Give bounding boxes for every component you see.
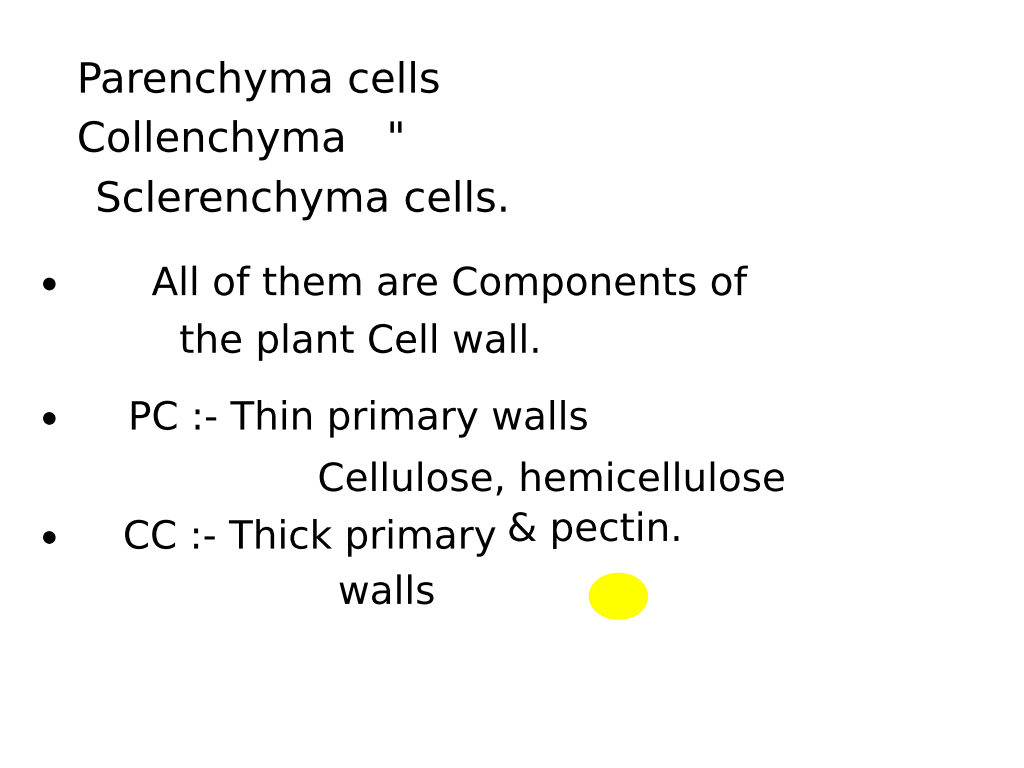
Text: Parenchyma cells: Parenchyma cells [77,60,440,101]
Text: Cellulose, hemicellulose: Cellulose, hemicellulose [317,461,785,499]
Text: walls: walls [338,574,435,612]
Text: Sclerenchyma cells.: Sclerenchyma cells. [95,179,510,220]
Ellipse shape [590,573,647,619]
Text: the plant Cell wall.: the plant Cell wall. [179,323,541,361]
Text: & pectin.: & pectin. [507,511,682,549]
Text: CC :- Thick primary: CC :- Thick primary [123,518,497,557]
Text: Collenchyma   ": Collenchyma " [77,119,406,161]
Text: PC :- Thin primary walls: PC :- Thin primary walls [128,399,588,438]
Text: All of them are Components of: All of them are Components of [152,265,746,303]
